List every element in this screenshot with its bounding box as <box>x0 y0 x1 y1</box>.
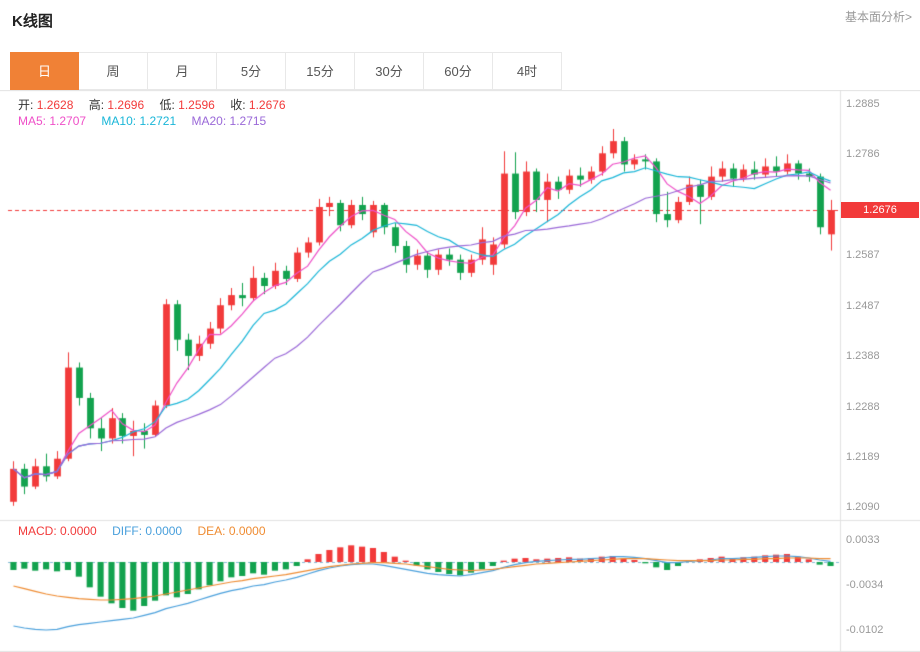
macd-label: MACD: <box>18 524 57 538</box>
ma-readout: MA5: 1.2707 MA10: 1.2721 MA20: 1.2715 <box>18 114 278 128</box>
tab-4hour[interactable]: 4时 <box>493 52 562 90</box>
price-axis-tick: 1.2786 <box>846 148 880 161</box>
macd-axis-tick: -0.0102 <box>846 624 884 636</box>
price-axis-tick: 1.2487 <box>846 299 880 312</box>
dea-label: DEA: <box>197 524 226 538</box>
tab-day[interactable]: 日 <box>10 52 79 90</box>
macd-axis-tick: -0.0034 <box>846 578 884 591</box>
ma10-label: MA10: <box>101 114 137 128</box>
macd-axis-tick: 0.0033 <box>846 534 880 546</box>
open-value: 1.2628 <box>36 98 74 112</box>
ohlc-readout: 开: 1.2628 高: 1.2696 低: 1.2596 收: 1.2676 <box>18 96 298 113</box>
dea-value: 0.0000 <box>228 524 266 538</box>
close-value: 1.2676 <box>248 98 286 112</box>
ma10-value: 1.2721 <box>139 114 177 128</box>
tab-30min[interactable]: 30分 <box>355 52 424 90</box>
price-axis-tick: 1.2388 <box>846 349 880 362</box>
interval-tabbar: 日 周 月 5分 15分 30分 60分 4时 <box>10 52 562 90</box>
price-axis-tick: 1.2090 <box>846 500 880 513</box>
low-value: 1.2596 <box>178 98 215 112</box>
close-label: 收: <box>230 98 246 112</box>
low-label: 低: <box>159 98 175 112</box>
price-axis-tick: 1.2885 <box>846 98 880 111</box>
tab-week[interactable]: 周 <box>79 52 148 90</box>
ma20-value: 1.2715 <box>229 114 267 128</box>
diff-value: 0.0000 <box>145 524 183 538</box>
diff-label: DIFF: <box>112 524 143 538</box>
high-value: 1.2696 <box>107 98 145 112</box>
tab-month[interactable]: 月 <box>148 52 217 90</box>
macd-value: 0.0000 <box>60 524 97 538</box>
open-label: 开: <box>18 98 34 112</box>
tab-15min[interactable]: 15分 <box>286 52 355 90</box>
tab-5min[interactable]: 5分 <box>217 52 286 90</box>
kline-chart-canvas[interactable] <box>0 90 920 652</box>
ma5-label: MA5: <box>18 114 47 128</box>
tab-60min[interactable]: 60分 <box>424 52 493 90</box>
price-axis-tick: 1.2288 <box>846 400 880 413</box>
fundamental-analysis-link[interactable]: 基本面分析> <box>844 10 912 24</box>
current-price-tag: 1.2676 <box>841 202 919 219</box>
ma20-label: MA20: <box>191 114 227 128</box>
macd-readout: MACD: 0.0000 DIFF: 0.0000 DEA: 0.0000 <box>18 524 278 538</box>
page-title: K线图 <box>12 13 53 30</box>
high-label: 高: <box>88 98 105 112</box>
price-axis-tick: 1.2189 <box>846 450 880 463</box>
chart-area: 开: 1.2628 高: 1.2696 低: 1.2596 收: 1.2676 … <box>0 90 920 652</box>
ma5-value: 1.2707 <box>49 114 87 128</box>
price-axis-tick: 1.2587 <box>846 249 880 262</box>
